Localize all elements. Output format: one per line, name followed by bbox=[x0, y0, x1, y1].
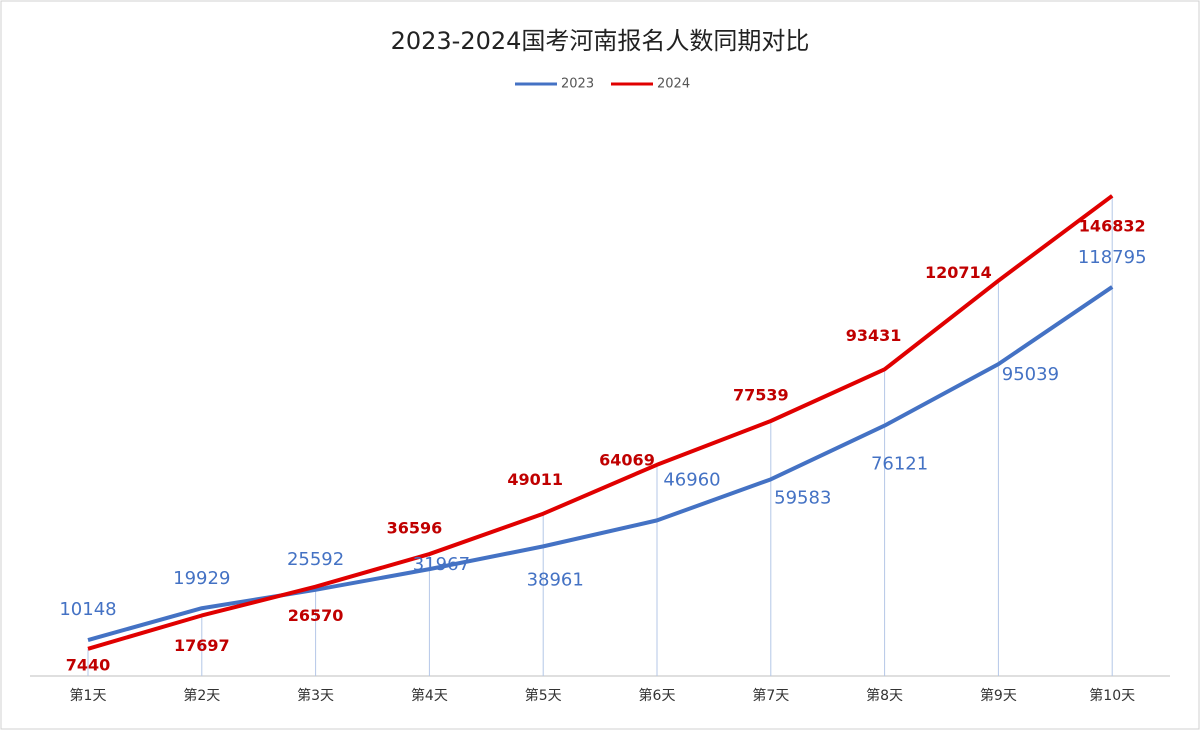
data-label: 49011 bbox=[507, 470, 563, 489]
data-label: 38961 bbox=[527, 569, 584, 590]
x-tick-label: 第8天 bbox=[866, 687, 903, 704]
data-label: 95039 bbox=[1002, 364, 1059, 385]
data-label: 31967 bbox=[413, 554, 470, 575]
data-label: 7440 bbox=[66, 655, 111, 674]
x-tick-label: 第2天 bbox=[183, 687, 220, 704]
data-label: 36596 bbox=[387, 519, 443, 538]
data-label: 17697 bbox=[174, 636, 230, 655]
data-label: 46960 bbox=[663, 469, 720, 490]
data-label: 77539 bbox=[733, 385, 789, 404]
x-tick-label: 第3天 bbox=[297, 687, 334, 704]
data-label: 59583 bbox=[774, 487, 831, 508]
data-label: 146832 bbox=[1079, 216, 1146, 235]
data-label: 25592 bbox=[287, 549, 344, 570]
x-tick-label: 第10天 bbox=[1089, 687, 1135, 704]
legend-label: 2023 bbox=[561, 77, 594, 92]
legend-label: 2024 bbox=[657, 77, 690, 92]
data-label: 76121 bbox=[871, 454, 928, 475]
x-tick-label: 第6天 bbox=[639, 687, 676, 704]
x-tick-label: 第9天 bbox=[980, 687, 1017, 704]
x-tick-label: 第7天 bbox=[752, 687, 789, 704]
data-label: 118795 bbox=[1078, 247, 1147, 268]
data-label: 26570 bbox=[288, 606, 344, 625]
data-label: 10148 bbox=[59, 599, 116, 620]
x-tick-label: 第5天 bbox=[525, 687, 562, 704]
data-label: 93431 bbox=[846, 326, 902, 345]
series-line bbox=[87, 194, 1114, 651]
data-label: 120714 bbox=[925, 263, 992, 282]
chart-title: 2023-2024国考河南报名人数同期对比 bbox=[391, 27, 810, 55]
data-label: 64069 bbox=[599, 450, 655, 469]
x-tick-label: 第4天 bbox=[411, 687, 448, 704]
x-tick-label: 第1天 bbox=[70, 687, 107, 704]
data-label: 19929 bbox=[173, 568, 230, 589]
